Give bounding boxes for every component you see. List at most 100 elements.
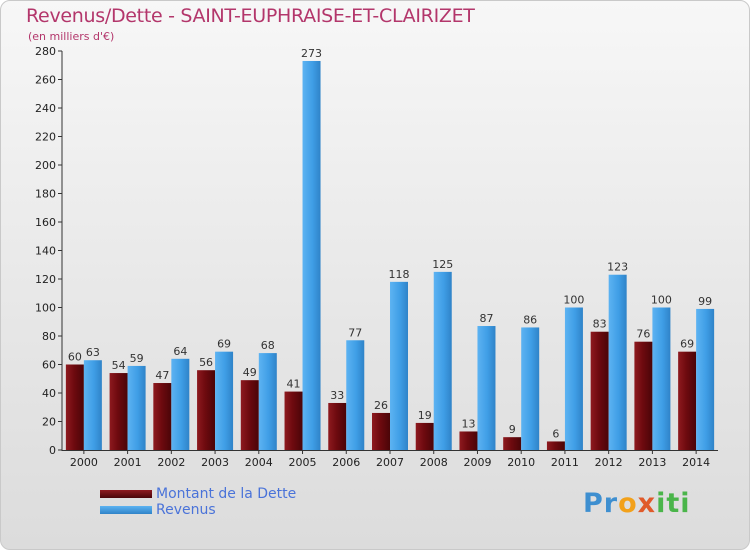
value-label-revenus: 86 bbox=[523, 313, 537, 326]
bar-dette bbox=[197, 370, 216, 450]
x-tick-label: 2008 bbox=[420, 456, 448, 469]
bar-dette bbox=[634, 341, 653, 450]
bar-revenus bbox=[215, 351, 234, 450]
logo-part-2: o bbox=[618, 488, 638, 519]
bar-dette bbox=[415, 422, 434, 450]
bar-dette bbox=[109, 373, 128, 450]
bar-dette bbox=[546, 441, 565, 450]
x-tick-label: 2006 bbox=[332, 456, 360, 469]
x-tick-label: 2012 bbox=[595, 456, 623, 469]
value-label-dette: 56 bbox=[199, 356, 213, 369]
bar-revenus bbox=[390, 281, 408, 450]
bar-revenus bbox=[521, 327, 540, 450]
value-label-dette: 13 bbox=[461, 417, 475, 430]
value-label-dette: 6 bbox=[552, 427, 559, 440]
x-tick-label: 2009 bbox=[463, 456, 491, 469]
value-label-dette: 47 bbox=[155, 369, 169, 382]
legend-label-dette: Montant de la Dette bbox=[156, 486, 297, 502]
legend-swatch-revenus bbox=[100, 506, 152, 514]
y-tick-label: 60 bbox=[42, 359, 56, 372]
bar-dette bbox=[153, 383, 172, 450]
x-tick-label: 2003 bbox=[201, 456, 229, 469]
y-tick-label: 160 bbox=[35, 216, 56, 229]
value-label-dette: 19 bbox=[418, 409, 432, 422]
y-tick-label: 140 bbox=[35, 245, 56, 258]
y-tick-label: 240 bbox=[35, 102, 56, 115]
bar-dette bbox=[503, 437, 522, 450]
bar-dette bbox=[240, 380, 259, 450]
y-tick-label: 80 bbox=[42, 330, 56, 343]
value-label-revenus: 68 bbox=[261, 339, 275, 352]
bar-revenus bbox=[477, 326, 496, 450]
legend-label-revenus: Revenus bbox=[156, 502, 216, 518]
x-tick-label: 2002 bbox=[157, 456, 185, 469]
value-label-revenus: 118 bbox=[389, 268, 410, 281]
bar-revenus bbox=[83, 360, 102, 450]
value-label-dette: 54 bbox=[112, 359, 126, 372]
value-label-revenus: 63 bbox=[86, 346, 100, 359]
value-label-revenus: 100 bbox=[563, 294, 584, 307]
bar-revenus bbox=[258, 353, 277, 450]
value-label-dette: 83 bbox=[593, 318, 607, 331]
y-tick-label: 0 bbox=[49, 444, 56, 457]
bar-revenus bbox=[433, 271, 452, 450]
value-label-revenus: 123 bbox=[607, 261, 628, 274]
bar-dette bbox=[65, 364, 84, 450]
proxiti-logo: Proxiti bbox=[583, 488, 691, 519]
y-tick-label: 260 bbox=[35, 74, 56, 87]
x-tick-label: 2010 bbox=[507, 456, 535, 469]
x-tick-label: 2011 bbox=[551, 456, 579, 469]
value-label-revenus: 69 bbox=[217, 338, 231, 351]
bar-dette bbox=[284, 391, 303, 450]
chart-subtitle: (en milliers d'€) bbox=[28, 30, 115, 43]
bar-revenus bbox=[346, 340, 365, 450]
y-tick-label: 20 bbox=[42, 416, 56, 429]
value-label-revenus: 100 bbox=[651, 294, 672, 307]
x-tick-label: 2014 bbox=[682, 456, 710, 469]
value-label-revenus: 64 bbox=[173, 345, 187, 358]
logo-part-3: x bbox=[637, 488, 657, 519]
value-label-revenus: 59 bbox=[130, 352, 144, 365]
bar-revenus bbox=[652, 307, 671, 450]
bar-revenus bbox=[302, 60, 321, 450]
value-label-dette: 9 bbox=[509, 423, 516, 436]
value-label-dette: 41 bbox=[287, 378, 301, 391]
bar-revenus bbox=[171, 358, 190, 450]
bar-dette bbox=[372, 412, 390, 450]
value-label-revenus: 125 bbox=[432, 258, 453, 271]
y-tick-label: 220 bbox=[35, 131, 56, 144]
x-tick-label: 2013 bbox=[638, 456, 666, 469]
bar-revenus bbox=[696, 308, 715, 450]
value-label-dette: 60 bbox=[68, 351, 82, 364]
bar-dette bbox=[678, 351, 697, 450]
bar-revenus bbox=[127, 365, 146, 450]
x-tick-label: 2005 bbox=[289, 456, 317, 469]
legend-swatch-dette bbox=[100, 490, 152, 498]
value-label-revenus: 99 bbox=[698, 295, 712, 308]
value-label-revenus: 87 bbox=[479, 312, 493, 325]
bar-dette bbox=[590, 331, 609, 450]
x-tick-label: 2001 bbox=[114, 456, 142, 469]
x-tick-label: 2007 bbox=[376, 456, 404, 469]
y-tick-label: 100 bbox=[35, 302, 56, 315]
bar-dette bbox=[459, 431, 478, 450]
y-tick-label: 280 bbox=[35, 45, 56, 58]
logo-part-1: Pr bbox=[583, 488, 619, 519]
bar-dette bbox=[328, 402, 347, 450]
y-tick-label: 200 bbox=[35, 159, 56, 172]
value-label-dette: 76 bbox=[636, 328, 650, 341]
x-tick-label: 2004 bbox=[245, 456, 273, 469]
bar-revenus bbox=[564, 307, 583, 450]
value-label-dette: 49 bbox=[243, 366, 257, 379]
chart-title: Revenus/Dette - SAINT-EUPHRAISE-ET-CLAIR… bbox=[26, 5, 475, 27]
bar-revenus bbox=[608, 274, 627, 450]
value-label-dette: 69 bbox=[680, 338, 694, 351]
y-tick-label: 120 bbox=[35, 273, 56, 286]
value-label-revenus: 273 bbox=[301, 47, 322, 60]
value-label-revenus: 77 bbox=[348, 326, 362, 339]
logo-part-4: iti bbox=[656, 488, 691, 519]
x-tick-label: 2000 bbox=[70, 456, 98, 469]
y-tick-label: 180 bbox=[35, 188, 56, 201]
value-label-dette: 33 bbox=[330, 389, 344, 402]
